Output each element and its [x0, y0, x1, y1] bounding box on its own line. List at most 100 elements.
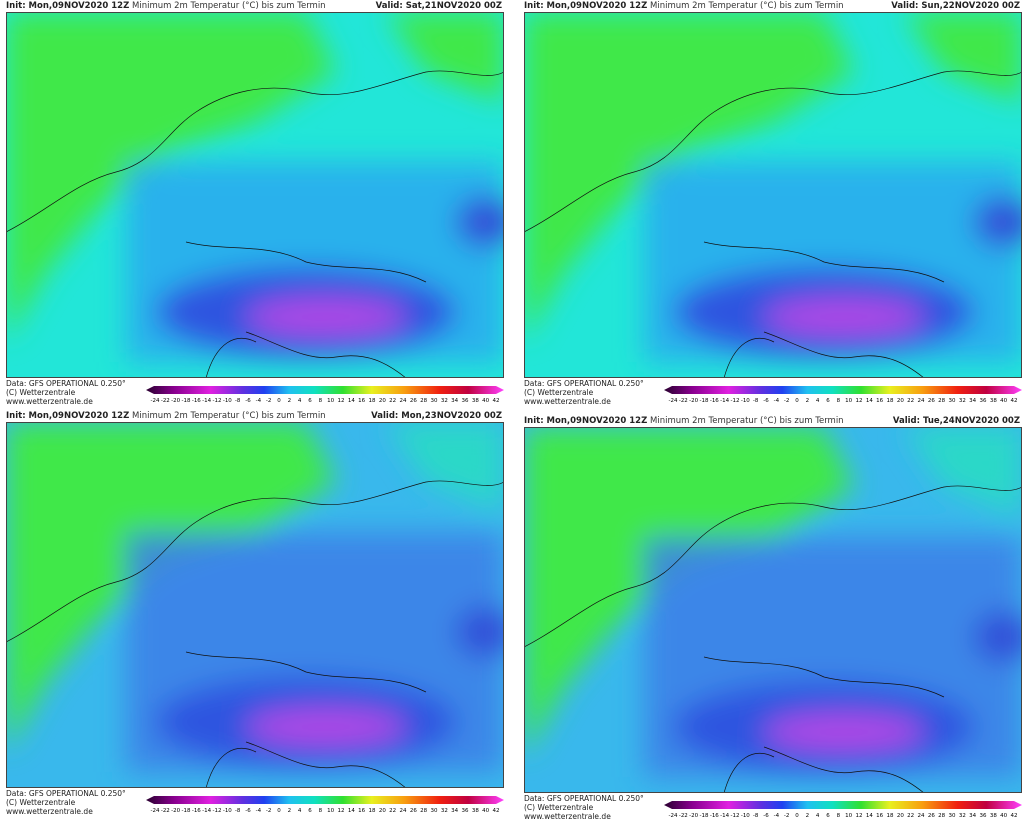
map-border — [524, 427, 1022, 793]
copyright: (C) Wetterzentrale — [6, 388, 76, 397]
colorbar-label: 2 — [806, 398, 810, 404]
colorbar-label: 38 — [472, 808, 479, 814]
colorbar-label: 40 — [482, 808, 489, 814]
mild-area — [6, 12, 336, 342]
colorbar-label: -24 — [151, 808, 160, 814]
temperature-field — [6, 422, 504, 772]
colorbar-label: 8 — [837, 813, 841, 819]
colorbar-label: 6 — [308, 808, 312, 814]
colorbar-label: -6 — [763, 398, 769, 404]
temperature-map — [524, 427, 1022, 793]
colorbar-label: 34 — [451, 808, 458, 814]
colorbar-label: 26 — [410, 398, 417, 404]
init-time: Init: Mon,09NOV2020 12Z — [524, 416, 648, 426]
colorbar-label: 4 — [816, 398, 820, 404]
colorbar-label: -18 — [182, 808, 191, 814]
map-panel: Init: Mon,09NOV2020 12Z Minimum 2m Temper… — [0, 0, 506, 410]
colorbar-fill — [664, 386, 1022, 394]
colorbar-label: 10 — [845, 813, 852, 819]
colorbar-label: -22 — [161, 398, 170, 404]
map-panel: Init: Mon,09NOV2020 12Z Minimum 2m Temper… — [0, 410, 506, 820]
copyright: (C) Wetterzentrale — [524, 388, 594, 397]
data-source: Data: GFS OPERATIONAL 0.250° — [6, 379, 126, 388]
colorbar-label: -24 — [669, 398, 678, 404]
colorbar-label: 24 — [918, 398, 925, 404]
colorbar-label: 10 — [845, 398, 852, 404]
colorbar: -24 -22 -20 -18 -16 -14 -12 -10 -8 -6 -4 -2 0 2 4 6 8 10 1… — [664, 386, 1022, 404]
cold-east — [456, 607, 504, 657]
cold-east — [456, 197, 504, 247]
colorbar-fill — [146, 386, 504, 394]
colorbar-label: 6 — [308, 398, 312, 404]
colorbar-label: -14 — [720, 398, 729, 404]
url: www.wetterzentrale.de — [6, 807, 93, 816]
valid-time: Valid: Tue,24NOV2020 00Z — [892, 416, 1020, 426]
colorbar-label: -8 — [753, 398, 759, 404]
colorbar-label: -20 — [689, 813, 698, 819]
panel-header: Init: Mon,09NOV2020 12Z Minimum 2m Temper… — [524, 0, 1024, 12]
panel-title: Minimum 2m Temperatur (°C) bis zum Termi… — [650, 416, 844, 426]
panel-title: Minimum 2m Temperatur (°C) bis zum Termi… — [132, 1, 326, 11]
colorbar-label: 2 — [288, 398, 292, 404]
colorbar-label: -4 — [256, 398, 262, 404]
colorbar-label: -4 — [774, 398, 780, 404]
colorbar-label: -16 — [710, 813, 719, 819]
coastlines — [6, 70, 504, 378]
very-cold-area — [246, 709, 406, 745]
colorbar-label: 8 — [319, 398, 323, 404]
coastlines — [6, 480, 504, 788]
valid-time: Valid: Mon,23NOV2020 00Z — [371, 411, 502, 421]
colorbar-label: 28 — [420, 808, 427, 814]
colorbar-label: 14 — [348, 808, 355, 814]
init-time: Init: Mon,09NOV2020 12Z — [6, 411, 130, 421]
colorbar-label: 26 — [928, 813, 935, 819]
colorbar-label: -14 — [202, 808, 211, 814]
colorbar-label: -6 — [245, 398, 251, 404]
colorbar-label: -20 — [689, 398, 698, 404]
colorbar-label: -22 — [679, 813, 688, 819]
colorbar-label: 14 — [866, 398, 873, 404]
coastlines — [524, 70, 1022, 378]
temperature-map — [6, 12, 504, 378]
url: www.wetterzentrale.de — [524, 812, 611, 821]
colorbar-label: -2 — [266, 808, 271, 814]
colorbar-label: 12 — [856, 813, 863, 819]
colorbar-label: 28 — [938, 398, 945, 404]
colorbar-label: -12 — [213, 808, 222, 814]
colorbar-label: 18 — [887, 398, 894, 404]
colorbar-label: 22 — [907, 398, 914, 404]
map-panel: Init: Mon,09NOV2020 12Z Minimum 2m Temper… — [518, 0, 1024, 410]
colorbar-label: 22 — [389, 398, 396, 404]
map-border — [6, 12, 504, 378]
mild-area — [524, 12, 854, 342]
colorbar-label: -2 — [784, 813, 789, 819]
colorbar-label: -6 — [245, 808, 251, 814]
colorbar-label: 16 — [358, 808, 365, 814]
colorbar-label: 36 — [462, 398, 469, 404]
colorbar-label: 30 — [431, 398, 438, 404]
temperature-map — [6, 422, 504, 788]
colorbar-label: -8 — [235, 808, 241, 814]
colorbar-label: 16 — [876, 813, 883, 819]
mild-area-east — [386, 12, 504, 102]
colorbar-label: 26 — [928, 398, 935, 404]
colorbar-label: -12 — [213, 398, 222, 404]
colorbar-fill — [664, 801, 1022, 809]
colorbar-label: -2 — [784, 398, 789, 404]
colorbar-label: 20 — [897, 813, 904, 819]
colorbar-label: -20 — [171, 398, 180, 404]
colorbar-label: -10 — [223, 398, 232, 404]
colorbar-label: 24 — [918, 813, 925, 819]
init-time: Init: Mon,09NOV2020 12Z — [524, 1, 648, 11]
mild-area-east — [904, 427, 1022, 517]
colorbar-label: -4 — [256, 808, 262, 814]
colorbar-label: 34 — [969, 813, 976, 819]
colorbar-label: 22 — [907, 813, 914, 819]
colorbar-label: 8 — [319, 808, 323, 814]
colorbar-label: 20 — [897, 398, 904, 404]
mild-area — [524, 427, 854, 757]
colorbar-label: -24 — [151, 398, 160, 404]
colorbar-label: -18 — [700, 398, 709, 404]
colorbar-label: 42 — [493, 398, 500, 404]
colorbar-label: 18 — [887, 813, 894, 819]
